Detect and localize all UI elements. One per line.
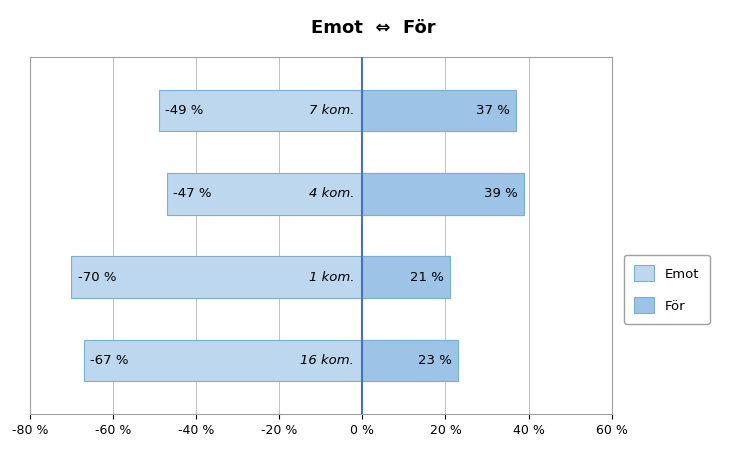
Text: 7 kom.: 7 kom. — [309, 104, 354, 117]
Text: -47 %: -47 % — [173, 187, 212, 200]
Text: Emot  ⇔  För: Emot ⇔ För — [310, 19, 436, 37]
Text: 23 %: 23 % — [418, 354, 451, 367]
Text: 39 %: 39 % — [484, 187, 518, 200]
Bar — [363, 340, 458, 381]
Text: 4 kom.: 4 kom. — [309, 187, 354, 200]
Text: -49 %: -49 % — [165, 104, 204, 117]
Text: 37 %: 37 % — [476, 104, 510, 117]
Text: 16 kom.: 16 kom. — [300, 354, 354, 367]
Bar — [363, 256, 450, 298]
Bar — [84, 340, 458, 381]
Legend: Emot, För: Emot, För — [624, 255, 710, 324]
Bar — [159, 90, 516, 131]
Text: 1 kom.: 1 kom. — [309, 271, 354, 284]
Bar — [363, 90, 516, 131]
Text: -70 %: -70 % — [78, 271, 116, 284]
Bar — [167, 173, 524, 215]
Text: 21 %: 21 % — [410, 271, 443, 284]
Bar — [72, 256, 450, 298]
Bar — [363, 173, 524, 215]
Text: -67 %: -67 % — [90, 354, 128, 367]
